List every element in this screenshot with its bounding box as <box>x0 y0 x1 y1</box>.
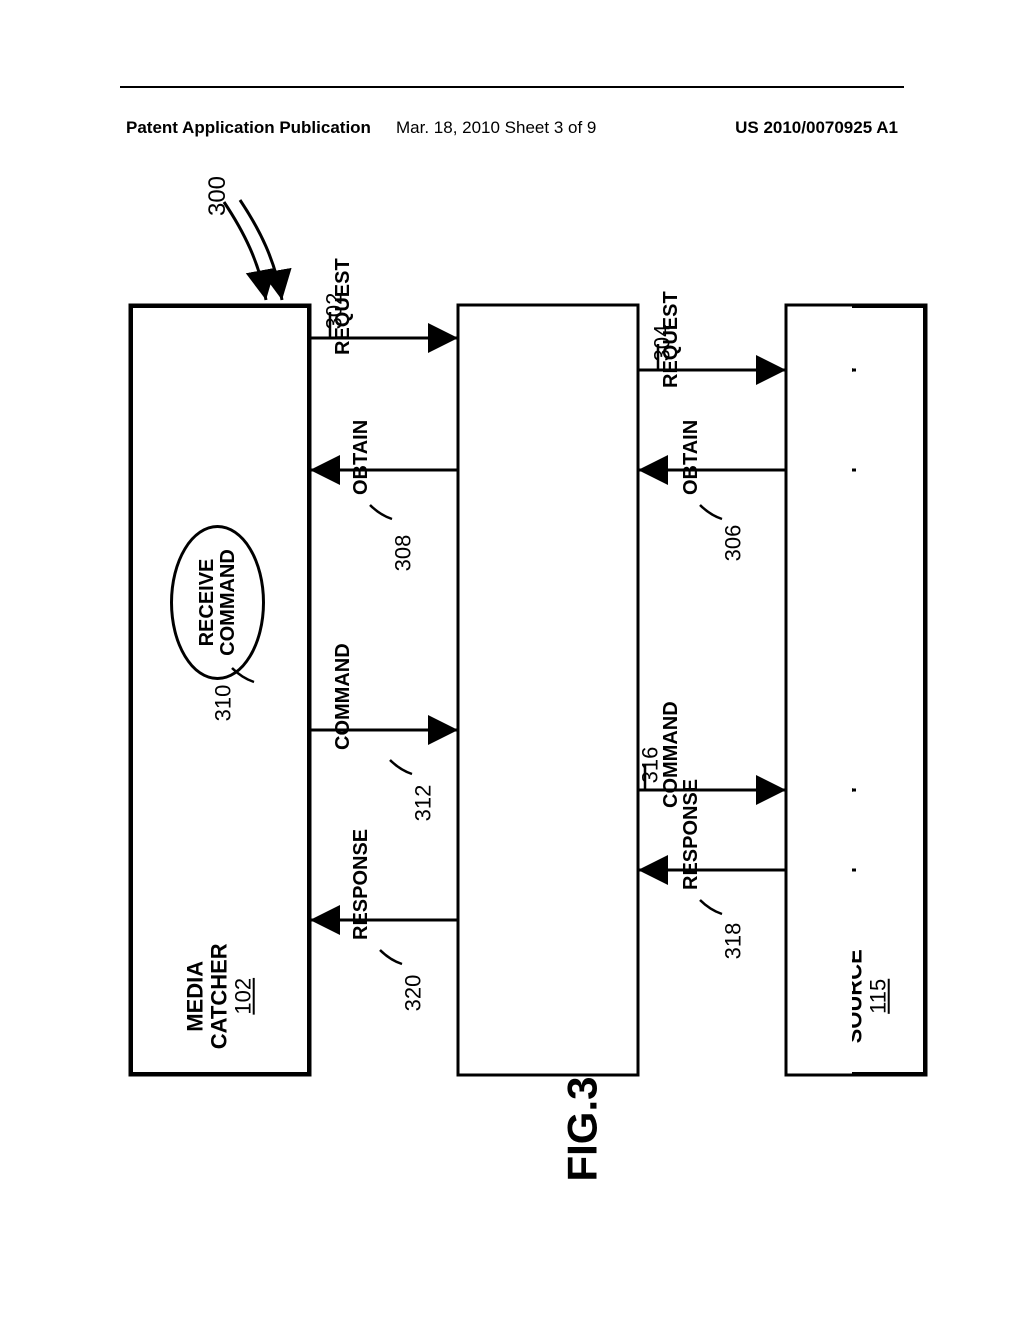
label-response-318: RESPONSE <box>680 779 703 890</box>
ref-316: 316 <box>637 747 663 784</box>
ref-312: 312 <box>410 785 436 822</box>
ref-318: 318 <box>720 923 746 960</box>
ref-302: 302 <box>321 293 347 330</box>
ref-308: 308 <box>390 535 416 572</box>
ref-304: 304 <box>649 325 675 362</box>
arrows-overlay-2 <box>0 0 1024 1320</box>
label-command-312: COMMAND <box>332 643 355 750</box>
label-obtain-308: OBTAIN <box>350 420 373 495</box>
ref-300: 300 <box>204 176 232 216</box>
figure-label: FIG.3 <box>559 1076 607 1181</box>
page: Patent Application Publication Mar. 18, … <box>0 0 1024 1320</box>
ref-306: 306 <box>720 525 746 562</box>
label-obtain-306: OBTAIN <box>680 420 703 495</box>
ref-320: 320 <box>400 975 426 1012</box>
label-response-320: RESPONSE <box>350 829 373 940</box>
